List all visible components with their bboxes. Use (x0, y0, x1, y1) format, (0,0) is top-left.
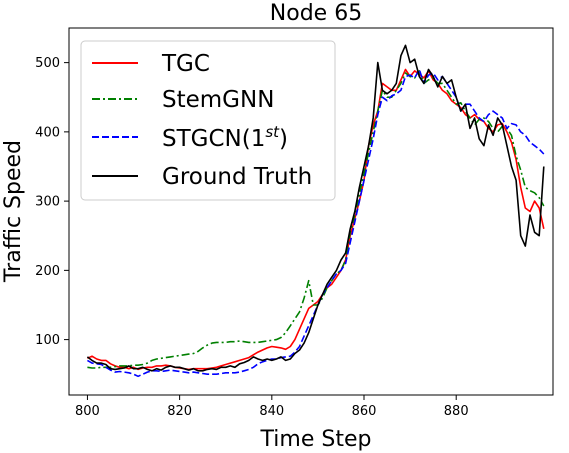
y-axis-label: Traffic Speed (1, 140, 26, 283)
x-tick-label: 820 (167, 404, 192, 419)
y-tick-label: 400 (35, 125, 60, 140)
y-tick-label: 500 (35, 56, 60, 71)
x-tick-label: 860 (352, 404, 377, 419)
legend-label-ground-truth: Ground Truth (162, 164, 312, 190)
chart-title: Node 65 (270, 1, 362, 26)
y-axis: 100 200 300 400 500 (35, 56, 69, 348)
series-lines (86, 44, 545, 378)
x-axis: 800 820 840 860 880 (75, 395, 469, 419)
x-tick-label: 840 (259, 404, 284, 419)
legend-label-tgc: TGC (161, 51, 210, 77)
x-tick-label: 800 (75, 404, 100, 419)
x-axis-label: Time Step (260, 427, 372, 452)
legend-frame (80, 40, 336, 201)
y-tick-label: 200 (35, 264, 60, 279)
x-tick-label: 880 (444, 404, 469, 419)
y-tick-label: 100 (35, 333, 60, 348)
legend-label-stemgnn: StemGNN (162, 87, 274, 113)
legend: TGC StemGNN STGCN(1st) Ground Truth (80, 40, 336, 201)
series-line-ground-truth (86, 44, 545, 372)
legend-label-stgcn: STGCN(1st) (162, 123, 288, 152)
y-tick-label: 300 (35, 195, 60, 210)
